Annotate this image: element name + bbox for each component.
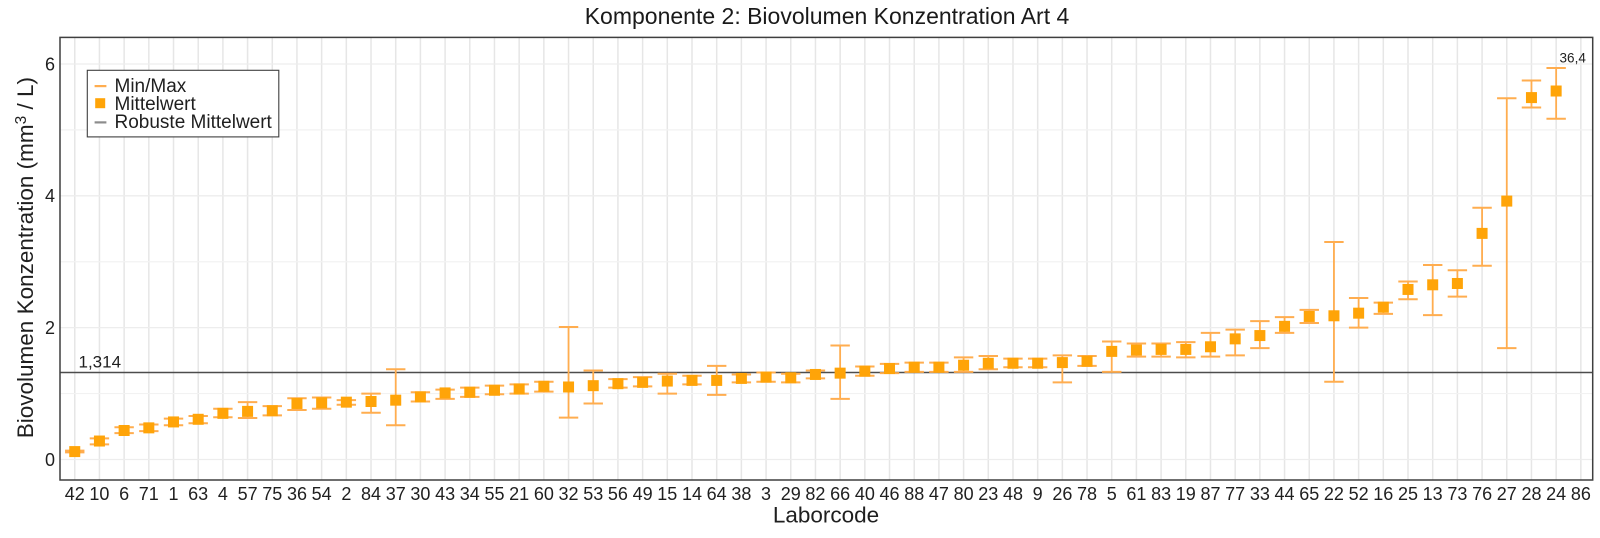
svg-text:38: 38 <box>731 484 751 504</box>
svg-text:14: 14 <box>682 484 702 504</box>
svg-text:15: 15 <box>657 484 677 504</box>
svg-text:37: 37 <box>386 484 406 504</box>
svg-text:Min/Max: Min/Max <box>115 76 187 97</box>
svg-text:64: 64 <box>707 484 727 504</box>
svg-text:21: 21 <box>509 484 529 504</box>
svg-text:28: 28 <box>1521 484 1541 504</box>
svg-text:13: 13 <box>1423 484 1443 504</box>
svg-text:10: 10 <box>89 484 109 504</box>
svg-text:86: 86 <box>1571 484 1591 504</box>
svg-text:0: 0 <box>45 450 55 470</box>
svg-text:2: 2 <box>341 484 351 504</box>
svg-text:24: 24 <box>1546 484 1566 504</box>
svg-text:82: 82 <box>805 484 825 504</box>
svg-text:1: 1 <box>169 484 179 504</box>
svg-text:36,4: 36,4 <box>1560 51 1587 66</box>
svg-text:16: 16 <box>1373 484 1393 504</box>
svg-text:47: 47 <box>929 484 949 504</box>
svg-text:6: 6 <box>45 54 55 74</box>
svg-text:49: 49 <box>633 484 653 504</box>
svg-text:77: 77 <box>1225 484 1245 504</box>
svg-text:56: 56 <box>608 484 628 504</box>
svg-text:80: 80 <box>954 484 974 504</box>
svg-text:52: 52 <box>1349 484 1369 504</box>
svg-text:25: 25 <box>1398 484 1418 504</box>
svg-text:87: 87 <box>1200 484 1220 504</box>
svg-text:84: 84 <box>361 484 381 504</box>
svg-text:23: 23 <box>978 484 998 504</box>
svg-text:88: 88 <box>904 484 924 504</box>
svg-text:34: 34 <box>460 484 480 504</box>
svg-text:54: 54 <box>312 484 332 504</box>
svg-text:6: 6 <box>119 484 129 504</box>
svg-text:Mittelwert: Mittelwert <box>115 94 197 115</box>
svg-text:55: 55 <box>484 484 504 504</box>
svg-text:73: 73 <box>1447 484 1467 504</box>
svg-text:40: 40 <box>855 484 875 504</box>
svg-text:Komponente 2: Biovolumen Konze: Komponente 2: Biovolumen Konzentration A… <box>585 3 1070 29</box>
svg-text:Laborcode: Laborcode <box>773 503 879 528</box>
svg-text:27: 27 <box>1497 484 1517 504</box>
svg-text:46: 46 <box>880 484 900 504</box>
svg-text:4: 4 <box>45 186 55 206</box>
svg-text:57: 57 <box>238 484 258 504</box>
svg-text:5: 5 <box>1107 484 1117 504</box>
svg-text:53: 53 <box>583 484 603 504</box>
svg-text:2: 2 <box>45 318 55 338</box>
svg-text:48: 48 <box>1003 484 1023 504</box>
svg-text:75: 75 <box>262 484 282 504</box>
svg-text:19: 19 <box>1176 484 1196 504</box>
svg-text:44: 44 <box>1275 484 1295 504</box>
svg-text:71: 71 <box>139 484 159 504</box>
svg-text:65: 65 <box>1299 484 1319 504</box>
svg-text:42: 42 <box>65 484 85 504</box>
svg-text:3: 3 <box>761 484 771 504</box>
svg-text:29: 29 <box>781 484 801 504</box>
svg-text:60: 60 <box>534 484 554 504</box>
svg-text:83: 83 <box>1151 484 1171 504</box>
svg-text:1,314: 1,314 <box>79 352 122 371</box>
svg-text:22: 22 <box>1324 484 1344 504</box>
svg-text:43: 43 <box>435 484 455 504</box>
svg-text:Biovolumen Konzentration (mm3: Biovolumen Konzentration (mm3 / L) <box>13 77 38 438</box>
svg-text:76: 76 <box>1472 484 1492 504</box>
svg-text:36: 36 <box>287 484 307 504</box>
svg-text:4: 4 <box>218 484 228 504</box>
svg-text:33: 33 <box>1250 484 1270 504</box>
svg-text:Robuste Mittelwert: Robuste Mittelwert <box>115 112 273 133</box>
svg-text:78: 78 <box>1077 484 1097 504</box>
svg-text:30: 30 <box>410 484 430 504</box>
svg-text:26: 26 <box>1052 484 1072 504</box>
svg-text:63: 63 <box>188 484 208 504</box>
svg-text:61: 61 <box>1126 484 1146 504</box>
svg-text:66: 66 <box>830 484 850 504</box>
svg-text:9: 9 <box>1033 484 1043 504</box>
svg-text:32: 32 <box>559 484 579 504</box>
